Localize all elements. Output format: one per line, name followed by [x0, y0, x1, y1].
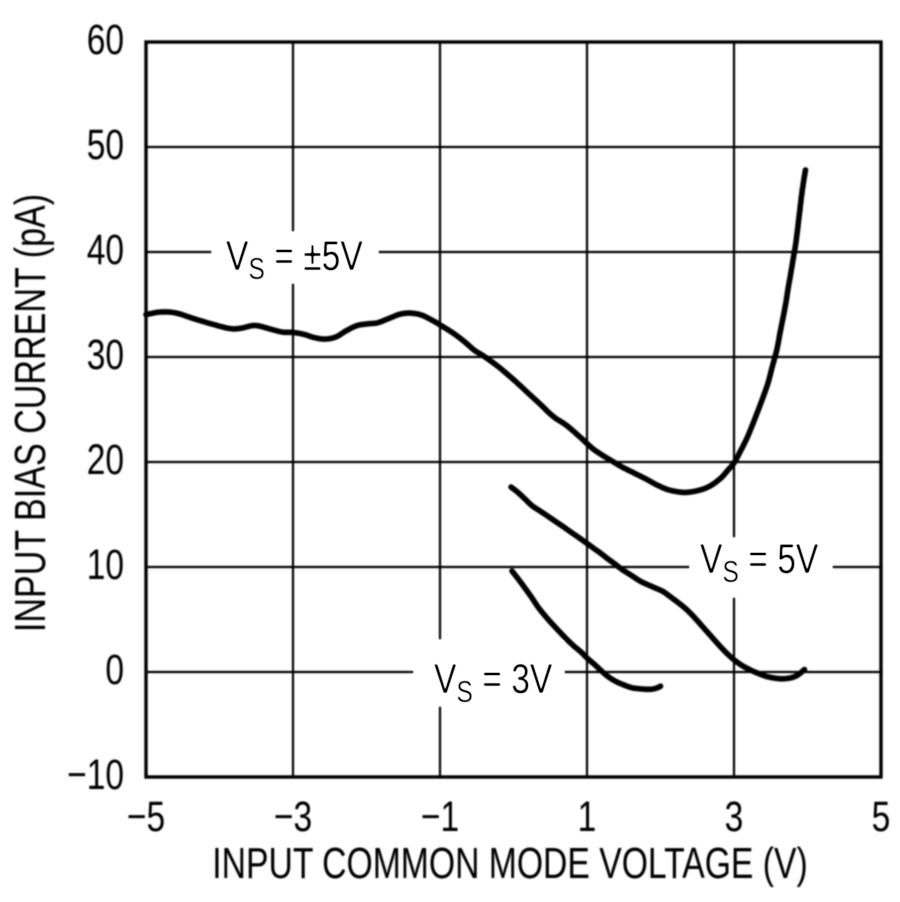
svg-text:INPUT COMMON MODE VOLTAGE (V): INPUT COMMON MODE VOLTAGE (V): [212, 840, 807, 888]
svg-text:3: 3: [725, 793, 744, 841]
svg-text:VS = 3V: VS = 3V: [434, 657, 553, 709]
svg-text:−3: −3: [274, 793, 312, 841]
svg-text:−5: −5: [127, 793, 165, 841]
svg-text:40: 40: [87, 226, 124, 274]
svg-text:−10: −10: [67, 751, 124, 799]
svg-text:VS = ±5V: VS = ±5V: [226, 234, 363, 286]
svg-text:1: 1: [578, 793, 597, 841]
svg-text:30: 30: [87, 331, 124, 379]
svg-text:0: 0: [105, 646, 124, 694]
svg-text:20: 20: [87, 436, 124, 484]
svg-text:10: 10: [87, 541, 124, 589]
svg-text:50: 50: [87, 121, 124, 169]
svg-text:INPUT BIAS CURRENT (pA): INPUT BIAS CURRENT (pA): [6, 194, 55, 632]
svg-text:−1: −1: [421, 793, 459, 841]
svg-text:60: 60: [87, 16, 124, 64]
svg-text:5: 5: [872, 793, 891, 841]
svg-text:VS = 5V: VS = 5V: [700, 537, 819, 589]
